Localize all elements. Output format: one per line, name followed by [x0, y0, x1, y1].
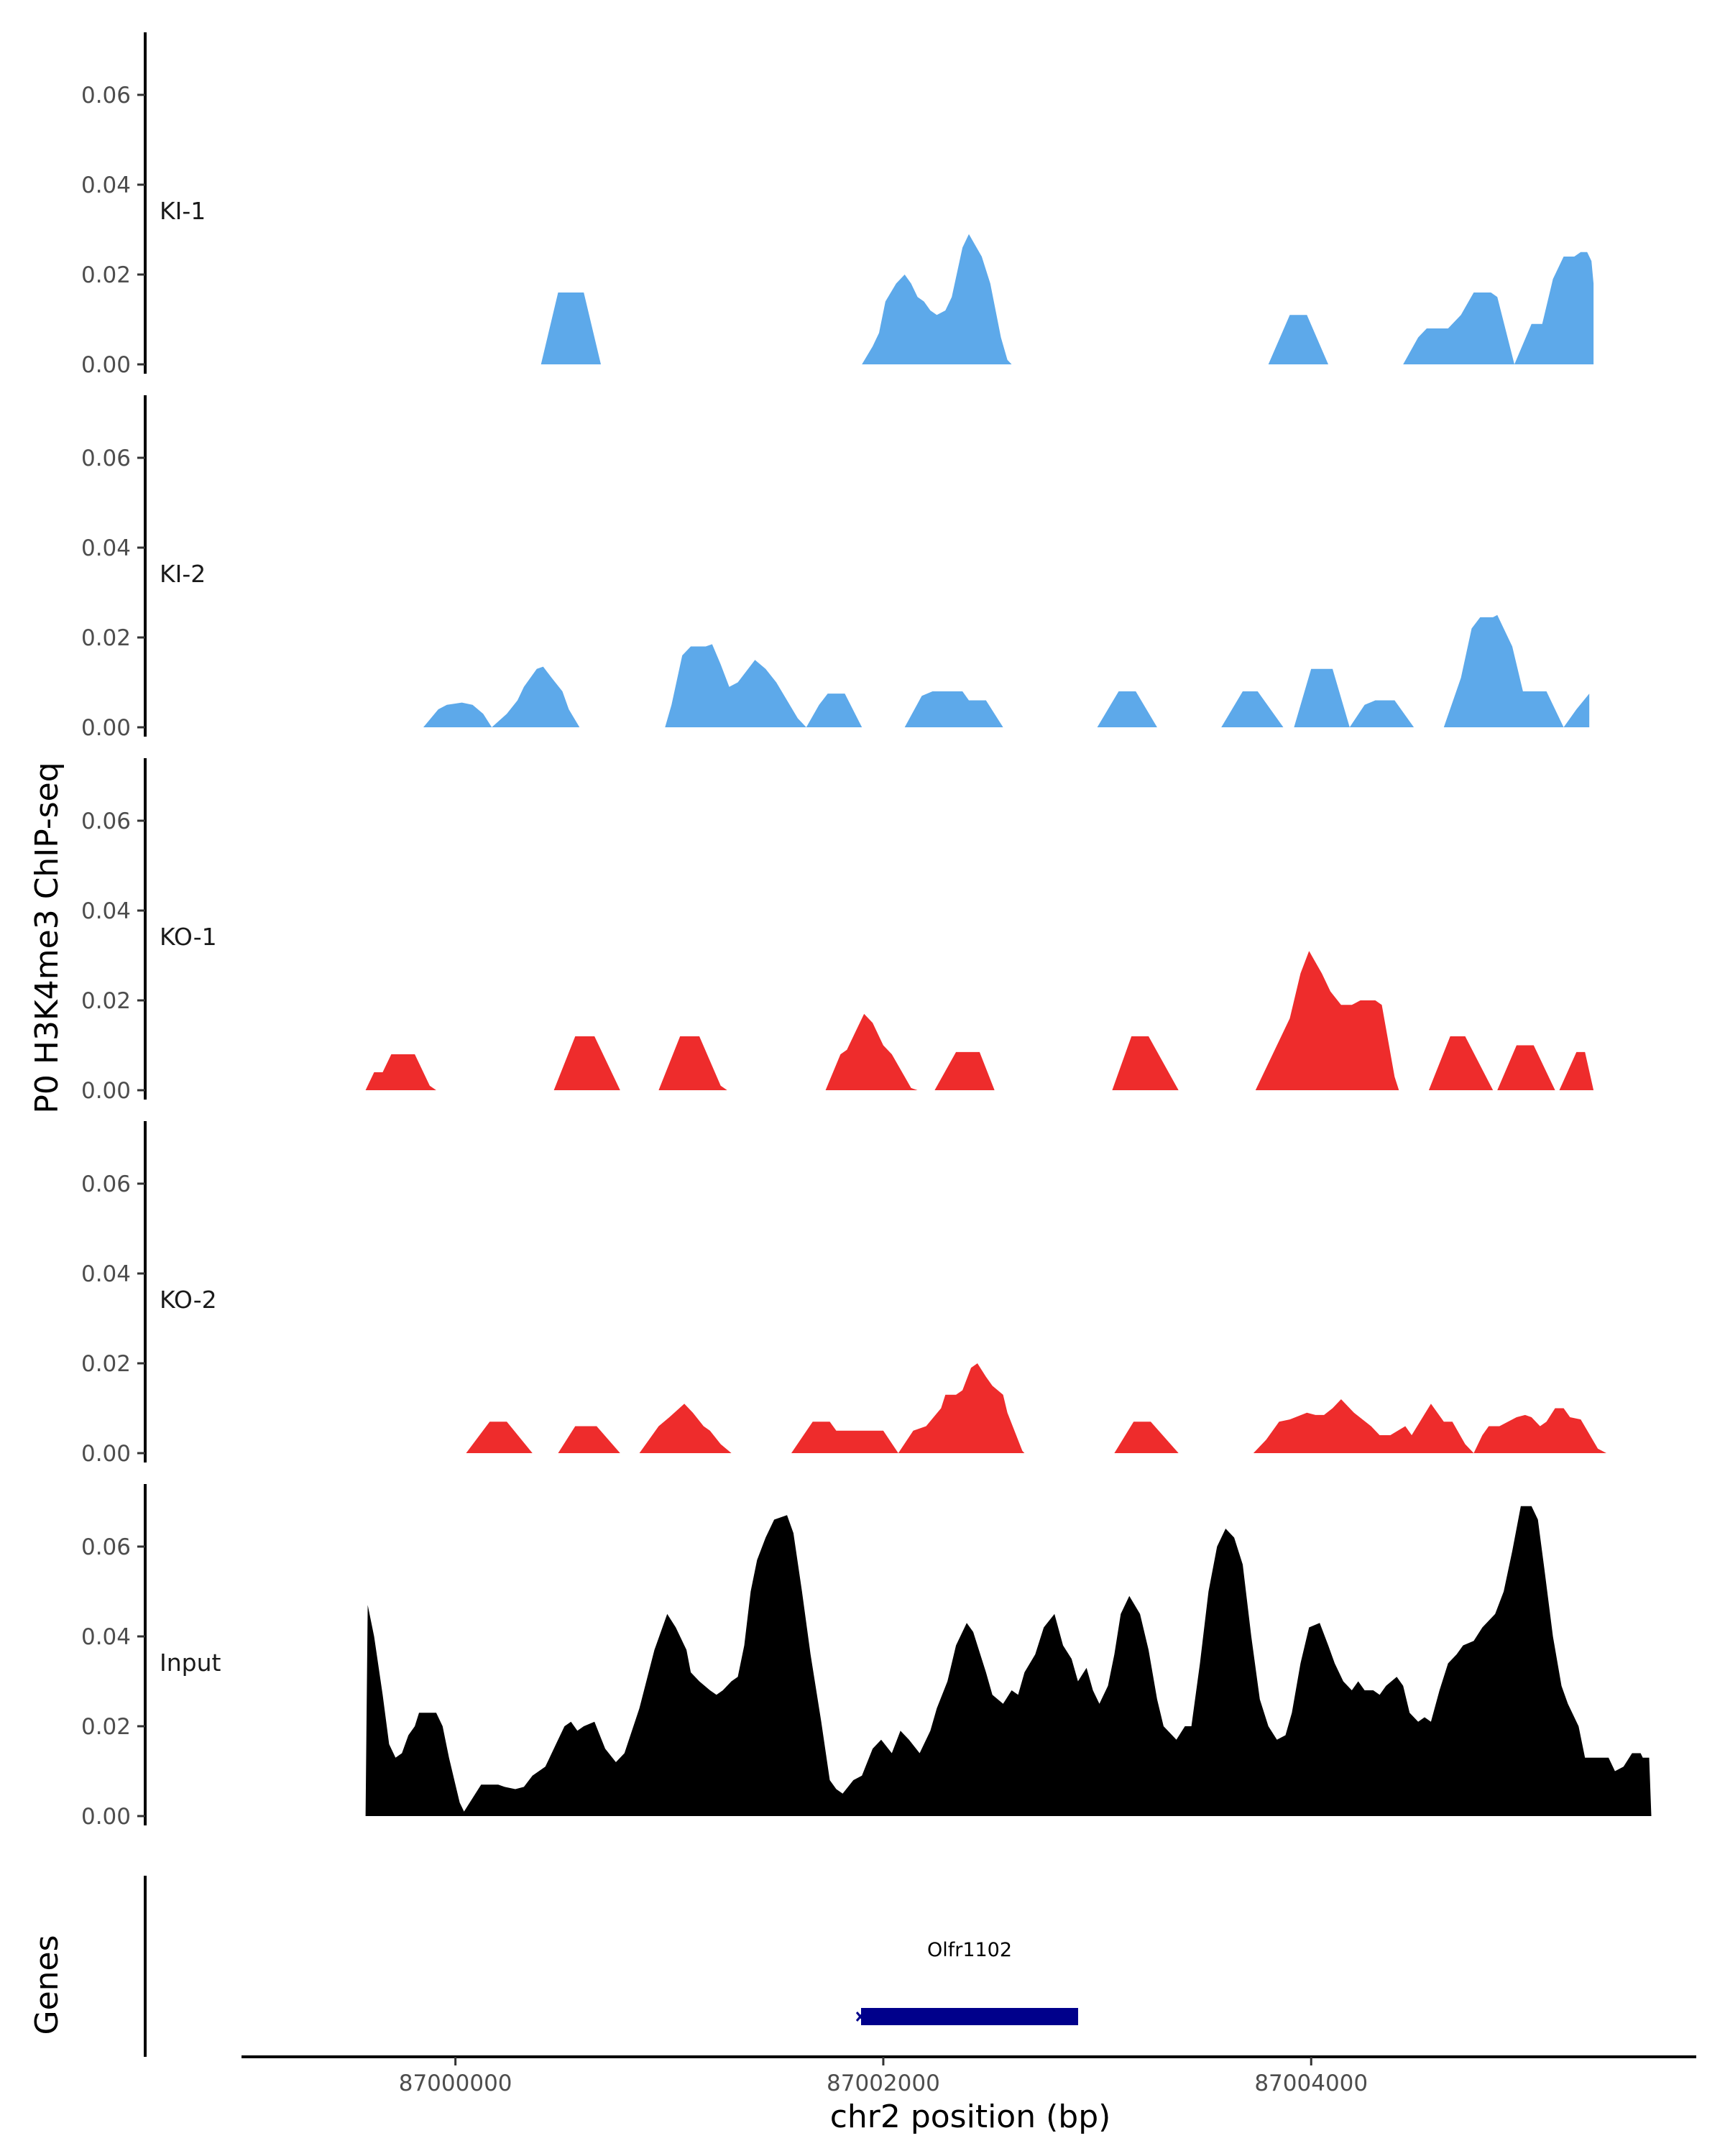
track-ko-1: 0.00 0.02 0.04 0.06 KO-1: [81, 758, 1594, 1104]
y-tick-label: 0.04: [81, 1261, 131, 1287]
y-tick-label: 0.02: [81, 1351, 131, 1377]
track-label: Input: [160, 1649, 221, 1677]
x-tick-label: 87004000: [1254, 2070, 1368, 2096]
signal-area-input: [365, 1506, 1652, 1816]
y-tick-label: 0.06: [81, 808, 131, 834]
y-tick-label: 0.00: [81, 715, 131, 741]
track-input: 0.00 0.02 0.04 0.06 Input: [81, 1484, 1652, 1830]
gene-label: Olfr1102: [927, 1939, 1012, 1961]
x-tick-label: 87000000: [399, 2070, 512, 2096]
y-tick-label: 0.00: [81, 1804, 131, 1830]
gene-body: [861, 2008, 1078, 2025]
signal-area-ki-2: [423, 614, 1590, 727]
track-label: KI-1: [160, 197, 206, 225]
genes-title: Genes: [29, 1935, 65, 2035]
y-tick-label: 0.02: [81, 988, 131, 1014]
y-tick-label: 0.00: [81, 352, 131, 378]
x-axis: 87000000 87002000 87004000: [242, 2055, 1696, 2096]
signal-area-ko-2: [466, 1363, 1606, 1453]
y-axis-title: P0 H3K4me3 ChIP-seq: [29, 762, 65, 1113]
gene-olfr1102: Olfr1102: [855, 1939, 1078, 2025]
y-tick-label: 0.00: [81, 1078, 131, 1104]
y-tick-label: 0.00: [81, 1441, 131, 1467]
strand-marker: [855, 2012, 865, 2022]
signal-area-ki-1: [540, 234, 1594, 364]
y-tick-label: 0.02: [81, 625, 131, 651]
y-tick-label: 0.04: [81, 1624, 131, 1650]
track-ki-1: 0.00 0.02 0.04 0.06 KI-1: [81, 32, 1594, 378]
track-label: KO-1: [160, 923, 217, 951]
track-label: KO-2: [160, 1286, 217, 1314]
track-label: KI-2: [160, 560, 206, 588]
y-tick-label: 0.06: [81, 446, 131, 471]
genes-panel: Genes Olfr1102: [29, 1876, 1078, 2057]
track-ki-2: 0.00 0.02 0.04 0.06 KI-2: [81, 395, 1590, 741]
y-tick-label: 0.06: [81, 1534, 131, 1560]
y-tick-label: 0.04: [81, 172, 131, 198]
y-tick-label: 0.02: [81, 262, 131, 288]
track-ko-2: 0.00 0.02 0.04 0.06 KO-2: [81, 1121, 1606, 1467]
track-panels: 0.00 0.02 0.04 0.06 KI-1 0.00 0.02 0.04 0.06 KI-2…: [81, 32, 1652, 1830]
y-tick-label: 0.04: [81, 535, 131, 561]
signal-area-ko-1: [365, 951, 1594, 1090]
x-tick-label: 87002000: [827, 2070, 940, 2096]
y-tick-label: 0.04: [81, 898, 131, 924]
y-tick-label: 0.06: [81, 1171, 131, 1197]
y-tick-label: 0.06: [81, 83, 131, 109]
x-axis-title: chr2 position (bp): [830, 2099, 1111, 2135]
y-tick-label: 0.02: [81, 1714, 131, 1740]
